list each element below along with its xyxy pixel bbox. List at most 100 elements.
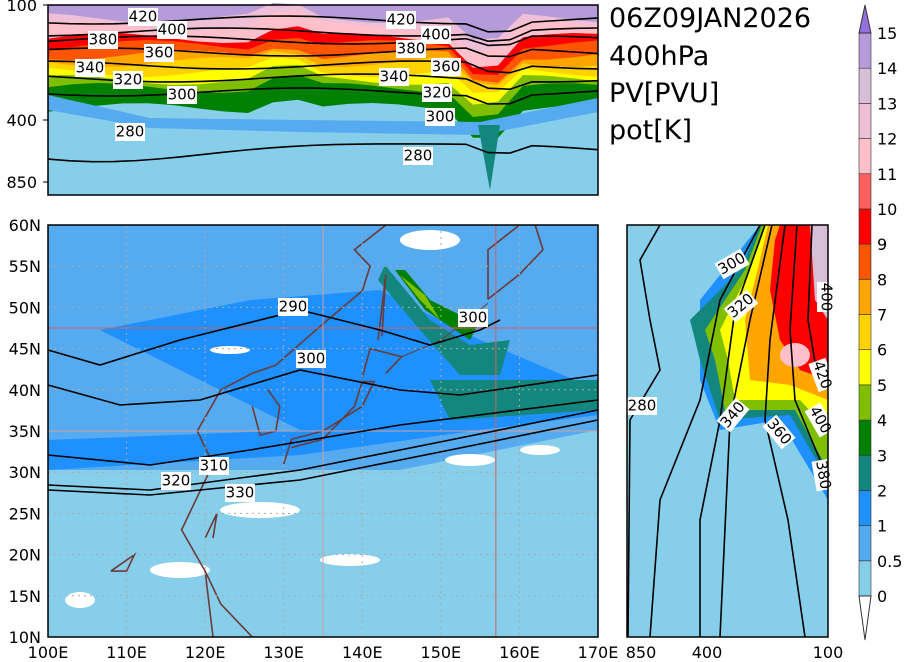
- map-y-tick-label: 10N: [9, 628, 41, 647]
- colorbar-swatch: [858, 525, 872, 562]
- map-y-tick-label: 40N: [9, 381, 41, 400]
- right-contour-label-bg: [808, 357, 836, 393]
- top-contour-label: 400: [422, 26, 451, 44]
- colorbar-label: 13: [877, 94, 897, 113]
- right-section-frame: [626, 224, 829, 638]
- top-contour-label: 300: [168, 86, 197, 104]
- top-isentrope-340: [47, 60, 599, 74]
- top-pv-band: [48, 3, 598, 40]
- coastline: [204, 570, 253, 638]
- top-contour-label-bg: [379, 68, 409, 86]
- coastline: [487, 224, 544, 300]
- map-x-tick-label: 170E: [578, 643, 619, 662]
- top-contour-label: 420: [129, 8, 158, 26]
- top-contour-label-bg: [421, 26, 451, 44]
- top-contour-label-bg: [425, 108, 455, 126]
- map-contour-label-bg: [199, 457, 229, 475]
- right-x-tick-label: 400: [692, 643, 723, 662]
- colorbar-under-arrow: [858, 595, 872, 641]
- map-contour-label-bg: [278, 298, 308, 316]
- map-y-tick-label: 45N: [9, 340, 41, 359]
- colorbar-label: 0.5: [877, 552, 902, 571]
- colorbar-label: 8: [877, 270, 887, 289]
- map-y-tick-label: 55N: [9, 257, 41, 276]
- top-contour-label: 320: [423, 84, 452, 102]
- map-isentrope-310: [47, 399, 599, 466]
- top-contour-label-bg: [422, 84, 452, 102]
- colorbar-swatch: [858, 454, 872, 491]
- map-isentrope-330: [47, 419, 599, 496]
- colorbar-swatch: [858, 173, 872, 210]
- map-contour-label-bg: [458, 309, 488, 327]
- colorbar-label: 12: [877, 130, 897, 149]
- top-contour-label: 280: [404, 147, 433, 165]
- top-contour-label-bg: [157, 21, 187, 39]
- map-low-pv-patch: [65, 592, 95, 608]
- right-isentrope: [719, 224, 773, 638]
- colorbar-swatch: [858, 103, 872, 139]
- top-contour-label: 400: [158, 21, 187, 39]
- colorbar-swatch: [858, 314, 872, 350]
- map-low-pv-patch: [150, 562, 210, 578]
- colorbar-swatch: [858, 419, 872, 456]
- map-isentrope-320: [47, 409, 599, 491]
- coastline: [377, 274, 387, 341]
- colorbar-swatch: [858, 67, 872, 104]
- right-isentrope: [627, 224, 661, 638]
- map-low-pv-patch: [400, 230, 460, 250]
- map-y-tick-label: 35N: [9, 422, 41, 441]
- right-isentrope: [649, 224, 761, 638]
- map-pv-region: [430, 380, 598, 420]
- right-pv-band: [627, 225, 760, 637]
- map-x-tick-label: 140E: [342, 643, 383, 662]
- coastline: [487, 224, 520, 300]
- colorbar-swatch: [858, 32, 872, 69]
- colorbar-swatch: [858, 208, 872, 245]
- title-contour: pot[K]: [609, 115, 693, 146]
- colorbar-swatch: [858, 138, 872, 175]
- map-contour-label: 300: [459, 309, 488, 327]
- top-isentrope-400: [47, 27, 599, 42]
- colorbar-over-arrow: [858, 4, 872, 34]
- colorbar-label: 2: [877, 481, 887, 500]
- top-pv-band: [478, 125, 500, 190]
- map-contour-label: 310: [200, 457, 229, 475]
- top-contour-label-bg: [167, 86, 197, 104]
- map-x-tick-label: 120E: [185, 643, 226, 662]
- top-isentrope-280: [47, 143, 599, 163]
- map-isentrope-300: [47, 369, 599, 406]
- map-contour-label: 320: [162, 472, 191, 490]
- right-isentrope: [764, 224, 806, 638]
- map-low-pv-patch: [220, 502, 300, 518]
- top-section-frame: [47, 4, 599, 196]
- map-contour-label: 330: [226, 484, 255, 502]
- map-x-tick-label: 130E: [263, 643, 304, 662]
- coastline: [361, 347, 404, 378]
- colorbar-label: 0: [877, 587, 887, 606]
- coastline: [180, 224, 387, 638]
- title-time: 06Z09JAN2026: [609, 3, 812, 34]
- title-field: PV[PVU]: [609, 78, 720, 109]
- map-low-pv-patch: [445, 454, 495, 466]
- map-contour-label-bg: [225, 484, 255, 502]
- colorbar-label: 1: [877, 517, 887, 536]
- colorbar-label: 6: [877, 341, 887, 360]
- right-isentrope: [807, 224, 819, 381]
- map-pv-region: [400, 275, 440, 320]
- colorbar-label: 11: [877, 165, 897, 184]
- map-frame: [47, 224, 599, 638]
- map-y-tick-label: 60N: [9, 216, 41, 235]
- map-x-tick-label: 100E: [28, 643, 69, 662]
- top-contour-label-bg: [128, 8, 158, 26]
- colorbar-label: 5: [877, 376, 887, 395]
- colorbar-swatch: [858, 243, 872, 280]
- top-y-tick-label: 400: [6, 111, 37, 130]
- top-contour-label-bg: [403, 147, 433, 165]
- map-contour-label-bg: [161, 472, 191, 490]
- right-contour-label-bg: [762, 414, 796, 450]
- right-isentrope: [789, 224, 821, 461]
- top-contour-label: 380: [397, 40, 426, 58]
- top-contour-label-bg: [396, 40, 426, 58]
- right-contour-label-bg: [714, 248, 750, 280]
